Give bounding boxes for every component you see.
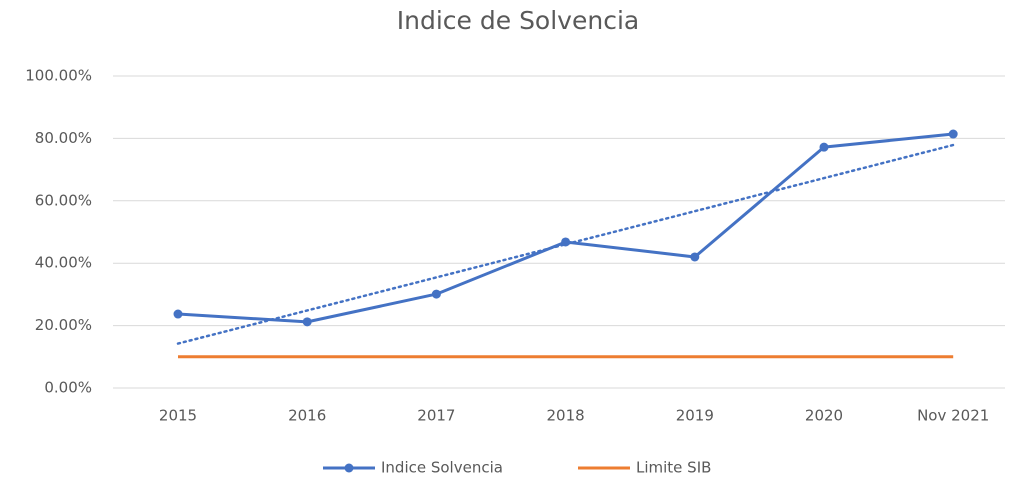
point xyxy=(690,252,700,262)
x-tick-label: 2019 xyxy=(676,407,714,425)
chart-title: Indice de Solvencia xyxy=(397,6,639,35)
legend-marker xyxy=(344,463,354,473)
x-tick-label: 2018 xyxy=(547,407,585,425)
y-tick-label: 80.00% xyxy=(35,129,92,147)
series-line xyxy=(177,132,954,324)
legend-label: Limite SIB xyxy=(636,459,711,477)
y-tick-label: 20.00% xyxy=(35,316,92,334)
point xyxy=(302,317,312,327)
legend-label: Indice Solvencia xyxy=(381,459,503,477)
y-tick-label: 0.00% xyxy=(44,379,92,397)
point xyxy=(431,289,441,299)
x-tick-label: 2020 xyxy=(805,407,843,425)
point xyxy=(948,129,958,139)
point xyxy=(819,142,829,152)
point xyxy=(561,237,571,247)
point xyxy=(173,309,183,319)
x-tick-label: 2017 xyxy=(417,407,455,425)
y-tick-label: 60.00% xyxy=(35,191,92,209)
y-tick-label: 100.00% xyxy=(25,67,92,85)
y-tick-label: 40.00% xyxy=(35,254,92,272)
x-tick-label: 2016 xyxy=(288,407,326,425)
trendline xyxy=(176,143,955,345)
x-tick-label: 2015 xyxy=(159,407,197,425)
x-tick-label: Nov 2021 xyxy=(917,407,989,425)
